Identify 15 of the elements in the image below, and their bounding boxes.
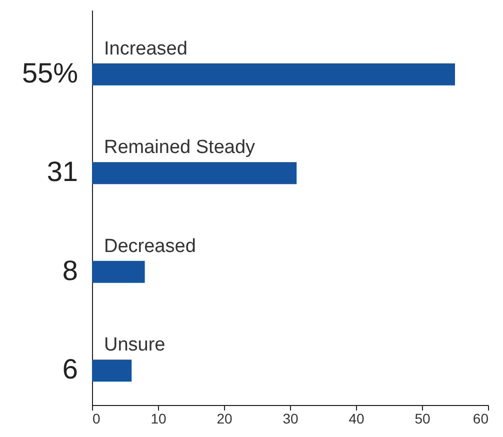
y-tick-label: Decreased — [104, 236, 196, 257]
x-tick-label: 20 — [216, 410, 232, 426]
y-tick-label: Increased — [104, 38, 188, 60]
x-tick-label: 0 — [92, 410, 100, 426]
y-tick-label: Unsure — [104, 334, 166, 356]
x-tick-label: 40 — [348, 410, 364, 426]
x-tick-label: 10 — [150, 410, 166, 426]
x-tick-label: 30 — [282, 410, 298, 426]
x-tick-label: 60 — [472, 410, 489, 426]
data-label: 31 — [46, 156, 78, 188]
data-label: 6 — [62, 354, 78, 385]
x-tick-label: 50 — [414, 410, 430, 426]
data-label: 8 — [62, 254, 78, 286]
data-label: 55% — [22, 57, 78, 88]
y-tick-label: Remained Steady — [104, 137, 256, 158]
